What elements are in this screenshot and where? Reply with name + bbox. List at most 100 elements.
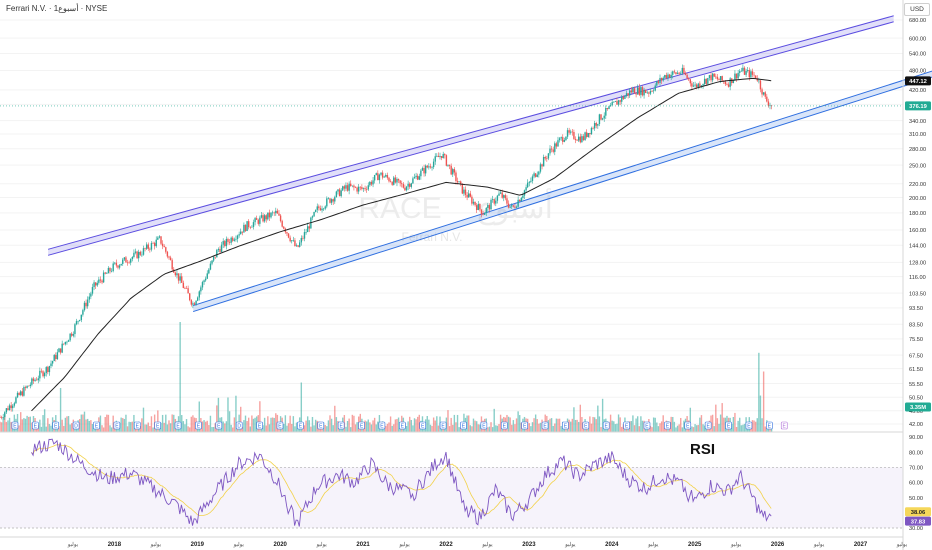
candle-body	[343, 186, 346, 189]
volume-bar	[539, 422, 542, 432]
volume-bar	[598, 416, 601, 432]
earnings-marker-box	[623, 421, 630, 430]
candle-body	[608, 106, 610, 109]
volume-bar	[375, 424, 377, 432]
candle-body	[409, 183, 411, 187]
candle-body	[587, 132, 589, 138]
candle-body	[748, 70, 750, 78]
candle-body	[149, 248, 151, 250]
earnings-marker-label: E	[115, 424, 119, 430]
candle-body	[330, 199, 333, 203]
candle-body	[15, 397, 17, 404]
candle-body	[158, 236, 161, 238]
earnings-marker-label: E	[564, 424, 568, 430]
volume-bar	[42, 415, 44, 432]
candle-body	[335, 191, 338, 198]
volume-bar	[493, 408, 495, 432]
volume-bar	[410, 419, 413, 432]
candle-body	[338, 189, 341, 197]
volume-bar	[187, 426, 189, 432]
volume-bar	[471, 426, 473, 432]
candle-body	[150, 243, 153, 250]
earnings-marker-label: E	[95, 424, 99, 430]
volume-bar	[418, 414, 420, 432]
candle-body	[122, 259, 124, 264]
volume-bar	[189, 427, 191, 432]
volume-bar	[611, 420, 613, 432]
candle-body	[767, 101, 770, 106]
volume-bar	[759, 395, 762, 432]
volume-bar	[593, 417, 596, 432]
time-tick-label: 2019	[191, 542, 205, 548]
candle-body	[268, 212, 271, 218]
candle-body	[4, 412, 6, 418]
candle-body	[228, 241, 231, 243]
volume-bar	[110, 427, 113, 432]
candle-body	[184, 287, 186, 289]
candle-body	[726, 84, 728, 85]
volume-bar	[48, 424, 51, 432]
earnings-marker-box	[72, 421, 80, 430]
volume-bar	[691, 426, 693, 432]
candle-body	[493, 199, 495, 204]
volume-bar	[555, 418, 558, 432]
candle-body	[440, 156, 443, 159]
volume-bar	[305, 420, 307, 432]
candle-body	[689, 79, 692, 84]
earnings-marker-box	[195, 421, 202, 430]
volume-bar	[308, 420, 310, 432]
candle-body	[558, 138, 561, 141]
volume-bar	[166, 424, 169, 432]
candle-body	[380, 172, 382, 175]
candle-body	[51, 361, 54, 364]
candle-body	[386, 175, 389, 178]
candle-body	[262, 215, 264, 222]
candle-body	[664, 75, 666, 78]
rsi-tick-label: 60.00	[909, 481, 923, 487]
candle-body	[480, 209, 483, 215]
volume-bar	[163, 422, 165, 432]
volume-bar	[233, 417, 236, 432]
volume-bar	[147, 422, 149, 432]
earnings-marker-box	[297, 421, 304, 430]
candle-body	[504, 195, 507, 199]
volume-bar	[71, 423, 73, 432]
price-tick-label: 540.00	[909, 52, 926, 58]
price-tick-label: 220.00	[909, 182, 926, 188]
candle-body	[503, 195, 505, 198]
volume-bar	[751, 420, 754, 432]
candle-body	[405, 186, 408, 191]
candle-body	[220, 244, 223, 252]
candle-body	[18, 392, 20, 395]
volume-bar	[536, 419, 538, 432]
volume-bar	[700, 415, 703, 432]
volume-bar	[211, 427, 213, 432]
volume-bar	[61, 419, 63, 432]
candle-body	[507, 203, 510, 208]
price-tick-label: 250.00	[909, 163, 926, 169]
volume-bar	[0, 422, 3, 432]
volume-bar	[699, 417, 701, 432]
volume-bar	[683, 420, 685, 432]
volume-bar	[278, 427, 280, 432]
earnings-marker-box	[419, 421, 427, 430]
candle-body	[160, 236, 162, 244]
volume-bar	[756, 418, 758, 432]
volume-bar	[651, 427, 653, 432]
earnings-marker-box	[643, 421, 651, 430]
earnings-marker-label: E	[482, 424, 486, 430]
candle-body	[64, 341, 67, 345]
candle-body	[630, 90, 633, 93]
candle-body	[552, 149, 554, 152]
candle-body	[578, 136, 580, 141]
candle-body	[506, 198, 508, 204]
time-tick-label: يوليو	[896, 542, 908, 548]
watermark-ticker: RACE	[358, 192, 441, 225]
candle-body	[134, 251, 137, 253]
candle-body	[533, 173, 535, 177]
candle-body	[501, 192, 503, 198]
currency-button[interactable]: USD	[904, 3, 930, 16]
candle-body	[321, 208, 323, 211]
candle-body	[294, 240, 296, 247]
volume-bar	[557, 418, 559, 432]
